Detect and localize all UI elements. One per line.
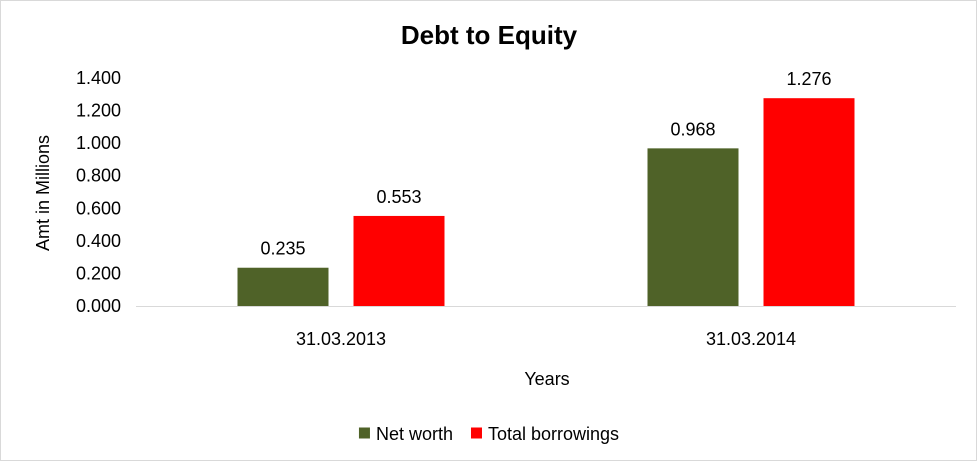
x-tick-label: 31.03.2013 [296, 329, 386, 349]
data-label: 0.968 [670, 119, 715, 139]
bar-total-borrowings [763, 98, 855, 307]
data-label: 1.276 [786, 69, 831, 89]
y-tick-label: 1.200 [76, 101, 121, 121]
y-tick-label: 0.200 [76, 263, 121, 283]
x-axis-title: Years [524, 369, 569, 389]
y-axis-title: Amt in Millions [33, 135, 53, 251]
y-tick-label: 0.800 [76, 166, 121, 186]
y-tick-label: 1.400 [76, 68, 121, 88]
legend-label: Net worth [376, 424, 453, 444]
legend-swatch-total-borrowings [470, 427, 482, 439]
data-label: 0.553 [376, 187, 421, 207]
y-tick-label: 0.000 [76, 296, 121, 316]
legend-swatch-net-worth [358, 427, 370, 439]
y-tick-label: 0.600 [76, 198, 121, 218]
x-tick-label: 31.03.2014 [706, 329, 796, 349]
bar-net-worth [237, 267, 329, 306]
y-tick-label: 1.000 [76, 133, 121, 153]
y-tick-label: 0.400 [76, 231, 121, 251]
plot-area: 0.000 0.200 0.400 0.600 0.800 1.000 1.200 1.400… [76, 68, 956, 349]
legend: Net worth Total borrowings [358, 424, 619, 444]
bar-total-borrowings [353, 215, 445, 306]
legend-label: Total borrowings [488, 424, 619, 444]
chart-title: Debt to Equity [401, 20, 578, 50]
data-label: 0.235 [260, 239, 305, 259]
bar-net-worth [647, 148, 739, 306]
